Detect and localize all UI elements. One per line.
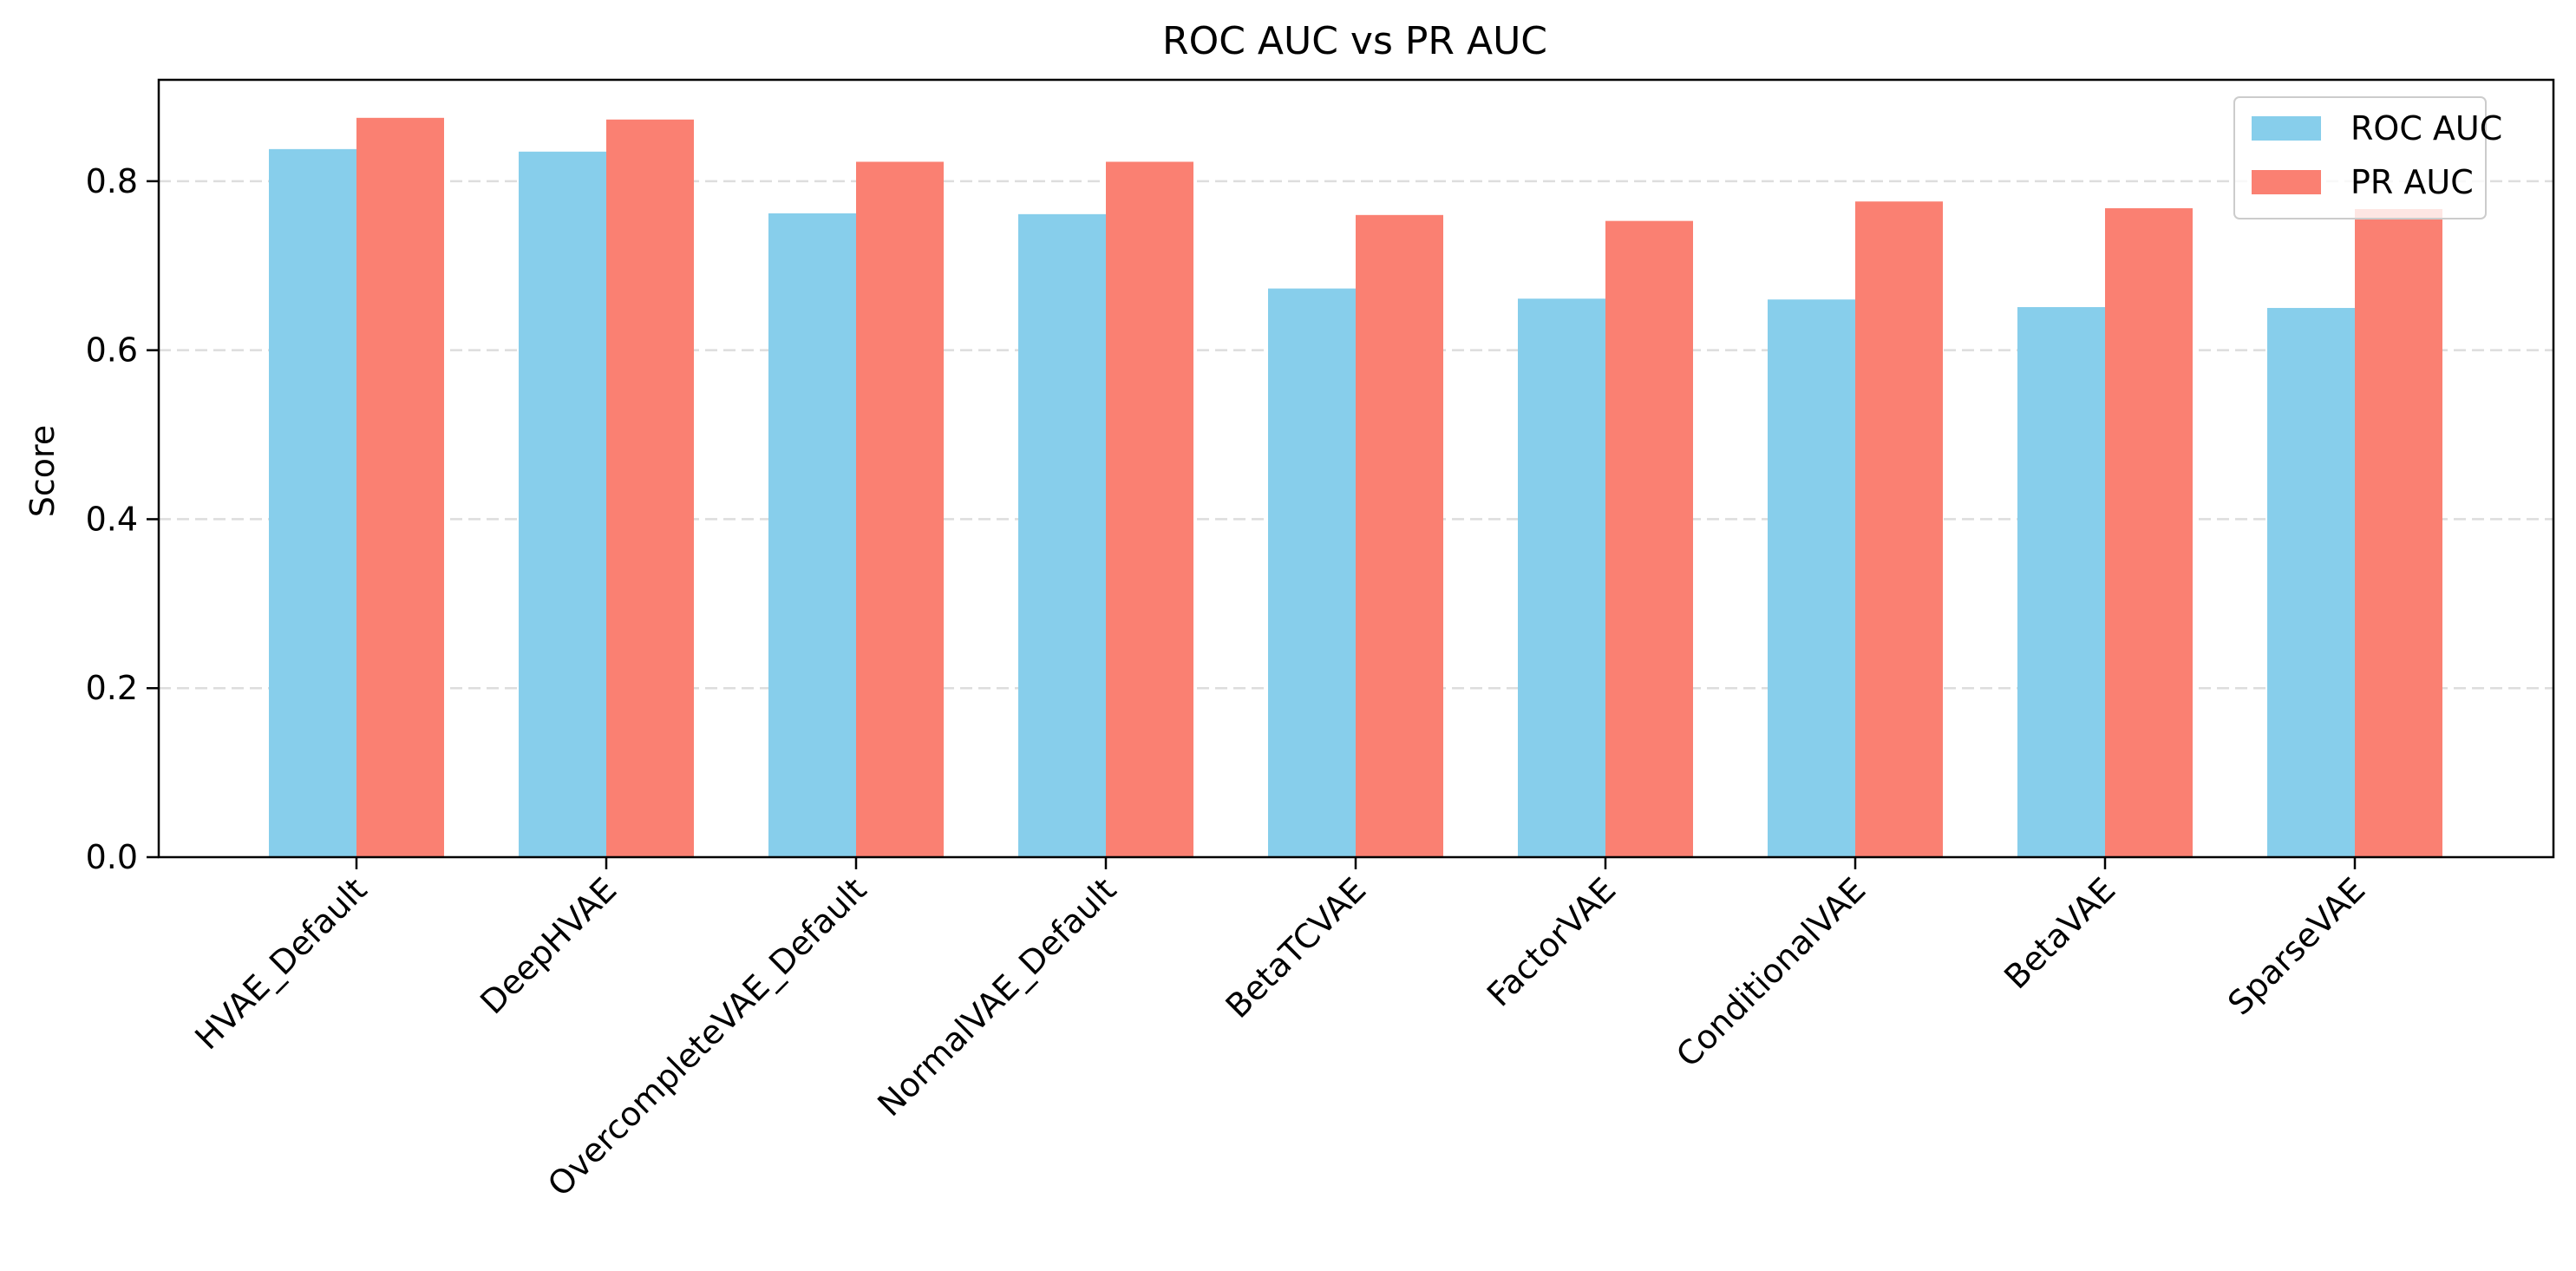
legend: ROC AUC PR AUC [2233,96,2502,219]
bar-roc-auc [519,151,606,858]
bar-roc-auc [2017,306,2105,857]
legend-label: PR AUC [2350,163,2474,201]
bar-pr-auc [1356,214,1443,858]
bar-roc-auc [2267,307,2355,857]
plot-frame [157,78,2555,859]
legend-swatch [2252,116,2321,141]
axes [147,78,2555,869]
bar-roc-auc [1768,299,1855,857]
bar-pr-auc [1605,220,1693,857]
bar-pr-auc [356,117,444,858]
bar-roc-auc [768,213,856,857]
y-tick-label: 0.8 [86,162,138,200]
y-tick-label: 0.2 [86,669,138,707]
bar-pr-auc [1855,201,1943,858]
chart-title: ROC AUC vs PR AUC [1162,19,1547,63]
legend-label: ROC AUC [2350,109,2502,147]
y-axis-label: Score [23,425,62,517]
bar-pr-auc [856,161,944,858]
y-tick-label: 0.4 [86,500,138,538]
bar-roc-auc [1018,213,1106,857]
bar-roc-auc [269,148,356,858]
bar-roc-auc [1518,298,1605,857]
y-tick-label: 0.6 [86,331,138,370]
bar-pr-auc [2105,208,2193,857]
bar-pr-auc [2355,209,2442,858]
y-tick-label: 0.0 [86,838,138,876]
bars [269,117,2442,858]
bar-roc-auc [1268,288,1356,857]
legend-swatch [2252,170,2321,194]
bar-pr-auc [1106,161,1193,858]
bar-pr-auc [606,119,694,857]
